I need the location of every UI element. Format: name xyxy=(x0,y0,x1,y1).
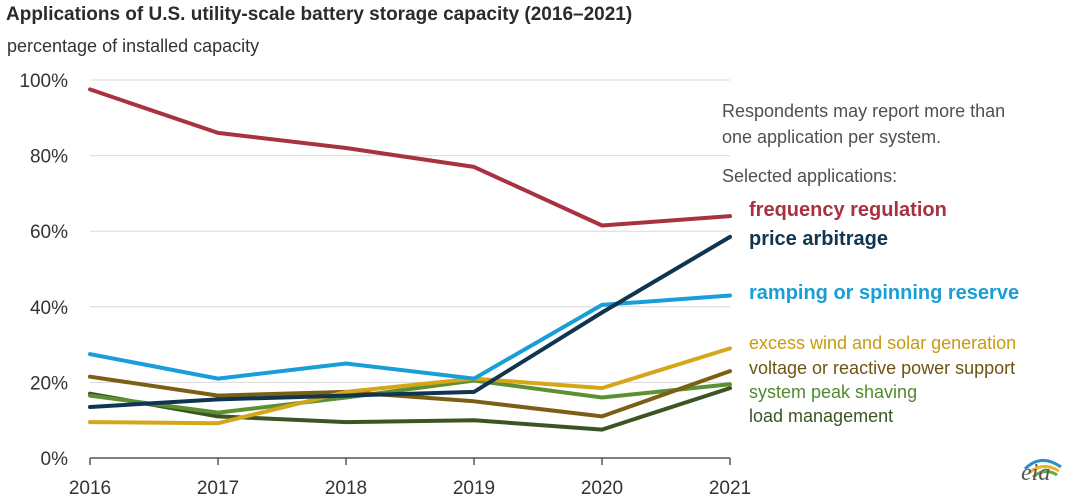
y-axis-ticks: 0% 20% 40% 60% 80% 100% xyxy=(19,71,68,470)
series-label-price-arbitrage: price arbitrage xyxy=(749,228,888,250)
y-tick-label: 60% xyxy=(30,222,68,243)
series-line-ramping-or-spinning-reserve xyxy=(88,293,732,381)
series-line-excess-wind-and-solar-generation xyxy=(88,346,732,426)
respondents-note-line-2: one application per system. xyxy=(722,127,942,147)
gridlines xyxy=(90,79,730,383)
series-label-voltage-or-reactive-power-support: voltage or reactive power support xyxy=(749,358,1016,378)
respondents-note-line-1: Respondents may report more than xyxy=(722,101,1006,121)
y-tick-label: 100% xyxy=(19,71,68,92)
y-tick-label: 0% xyxy=(41,449,69,470)
x-axis: 2016 2017 2018 2019 2020 2021 xyxy=(69,457,751,499)
x-tick-label: 2021 xyxy=(709,478,751,499)
series-line-system-peak-shaving xyxy=(88,378,732,415)
x-tick-label: 2017 xyxy=(197,478,239,499)
series-line-load-management xyxy=(88,386,732,432)
x-tick-label: 2018 xyxy=(325,478,367,499)
y-tick-label: 40% xyxy=(30,298,68,319)
x-tick-label: 2020 xyxy=(581,478,623,499)
series-label-frequency-regulation: frequency regulation xyxy=(749,199,947,221)
selected-applications-heading: Selected applications: xyxy=(722,166,898,186)
series-label-ramping-or-spinning-reserve: ramping or spinning reserve xyxy=(749,282,1020,304)
eia-logo-icon xyxy=(1023,459,1062,479)
series-label-load-management: load management xyxy=(749,406,894,426)
series-label-system-peak-shaving: system peak shaving xyxy=(749,382,918,402)
chart-title: Applications of U.S. utility-scale batte… xyxy=(6,4,633,25)
series-lines xyxy=(88,87,732,432)
series-line-price-arbitrage xyxy=(88,234,732,409)
y-tick-label: 20% xyxy=(30,373,68,394)
series-line-frequency-regulation xyxy=(88,87,732,228)
series-line-voltage-or-reactive-power-support xyxy=(88,369,732,419)
chart-subtitle: percentage of installed capacity xyxy=(7,36,260,56)
respondents-note: Respondents may report more than one app… xyxy=(722,98,1005,150)
eia-logo-text: eia xyxy=(1021,460,1051,486)
x-tick-label: 2019 xyxy=(453,478,495,499)
x-tick-label: 2016 xyxy=(69,478,111,499)
y-tick-label: 80% xyxy=(30,147,68,168)
series-label-excess-wind-and-solar-generation: excess wind and solar generation xyxy=(749,333,1017,353)
